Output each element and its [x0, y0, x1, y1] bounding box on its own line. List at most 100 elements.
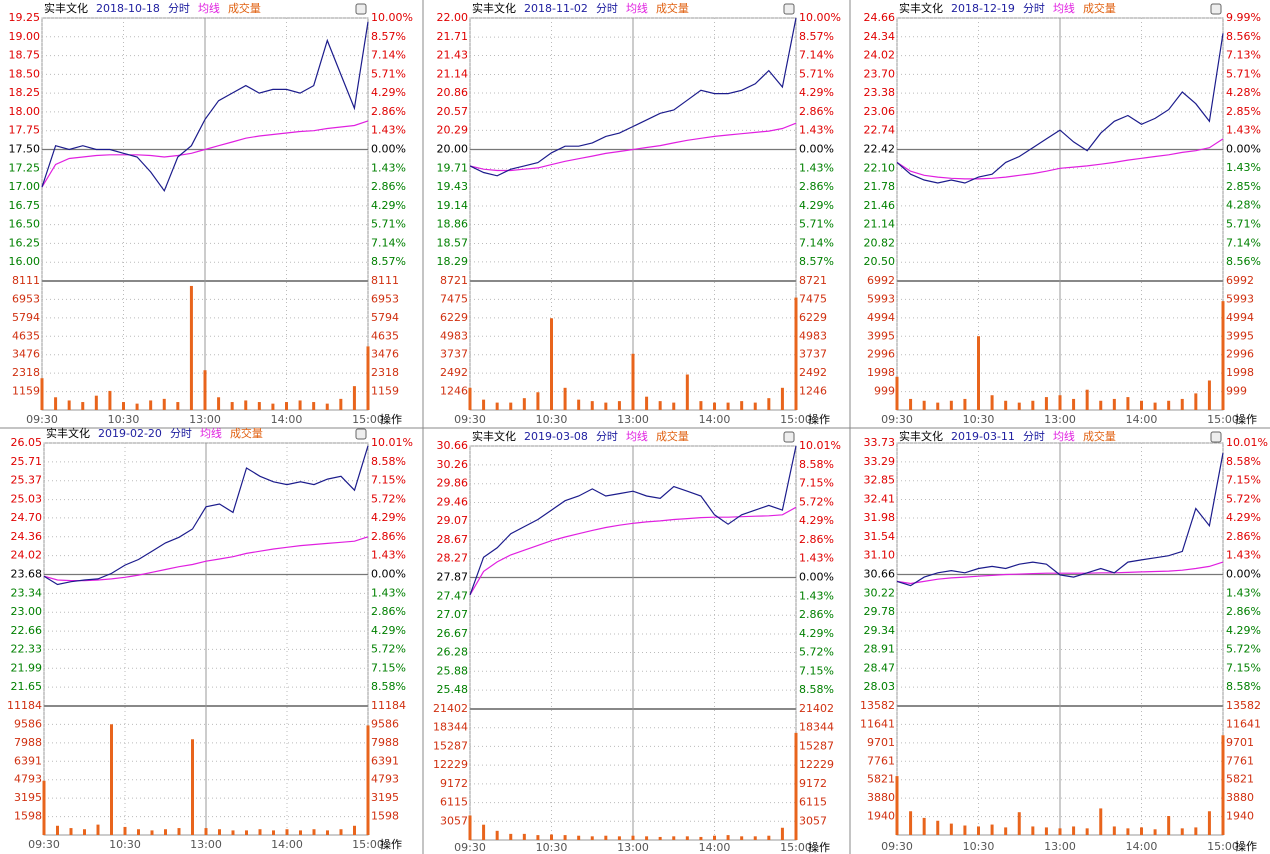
volume-bar [1126, 828, 1130, 835]
volume-bar [230, 402, 234, 410]
y2-tick-label: 5.72% [799, 646, 834, 659]
x-tick-label: 14:00 [271, 413, 303, 426]
volume-tick-label: 1246 [799, 385, 827, 398]
x-tick-label: 09:30 [26, 413, 58, 426]
volume-bar [726, 835, 730, 840]
y-tick-label: 16.25 [9, 236, 41, 249]
toggle-icon [1210, 3, 1222, 15]
volume-bar [164, 829, 167, 835]
x-tick-label: 13:00 [617, 841, 649, 854]
volume-bar [977, 336, 980, 410]
volume-bar [550, 318, 553, 410]
y2-tick-label: 8.58% [1226, 455, 1261, 468]
y2-tick-label: 2.86% [371, 530, 406, 543]
volume-tick-label: 4793 [371, 773, 399, 786]
y2-tick-label: 10.00% [371, 11, 413, 24]
chart-mode: 分时 [596, 430, 618, 443]
y-tick-label: 28.91 [864, 642, 896, 655]
volume-tick-label: 15287 [433, 739, 468, 752]
y2-tick-label: 2.86% [371, 180, 406, 193]
x-tick-label: 09:30 [454, 413, 486, 426]
y2-tick-label: 10.01% [371, 436, 413, 449]
volume-bar [81, 402, 85, 410]
volume-bar [1099, 400, 1103, 410]
volume-tick-label: 9172 [799, 777, 827, 790]
volume-bar [617, 401, 621, 410]
y2-tick-label: 5.71% [1226, 67, 1261, 80]
volume-bar [713, 402, 716, 410]
legend-entry: 成交量 [1083, 1, 1116, 15]
volume-bar [604, 835, 608, 840]
y-tick-label: 18.50 [9, 67, 41, 80]
volume-bar [108, 390, 112, 410]
volume-bar [285, 402, 288, 410]
y2-tick-label: 10.00% [799, 11, 841, 24]
x-tick-label: 10:30 [109, 838, 141, 851]
volume-tick-label: 1159 [371, 385, 399, 398]
volume-tick-label: 9586 [371, 717, 399, 730]
x-tick-label: 14:00 [1126, 840, 1158, 853]
volume-bar [577, 399, 581, 410]
y-tick-label: 28.47 [864, 661, 896, 674]
volume-bar [1058, 395, 1062, 410]
volume-tick-label: 2492 [440, 366, 468, 379]
y-tick-label: 23.00 [11, 605, 43, 618]
volume-tick-label: 3057 [440, 814, 468, 827]
volume-tick-label: 6953 [12, 292, 40, 305]
x-tick-label: 10:30 [536, 413, 568, 426]
y-tick-label: 27.87 [437, 571, 469, 584]
y-tick-label: 25.71 [11, 455, 43, 468]
average-line [896, 561, 1224, 585]
y-tick-label: 16.50 [9, 218, 41, 231]
y2-tick-label: 7.15% [799, 477, 834, 490]
y2-tick-label: 10.01% [799, 439, 841, 452]
toggle-icon [355, 428, 367, 440]
volume-tick-label: 6391 [14, 754, 42, 767]
action-label: 操作 [380, 412, 402, 426]
volume-bar [69, 828, 73, 835]
volume-bar [1180, 398, 1184, 410]
volume-bar [1180, 828, 1184, 835]
volume-bar [1126, 397, 1130, 410]
y2-tick-label: 0.00% [1226, 142, 1261, 155]
x-tick-label: 13:00 [190, 838, 222, 851]
volume-tick-label: 7988 [14, 736, 42, 749]
y2-tick-label: 8.58% [799, 458, 834, 471]
volume-tick-label: 8111 [371, 274, 399, 287]
volume-tick-label: 6229 [440, 311, 468, 324]
y2-tick-label: 2.86% [371, 105, 406, 118]
legend-entry: 成交量 [656, 1, 689, 15]
volume-bar [203, 370, 207, 410]
volume-bar [767, 398, 771, 410]
volume-tick-label: 1940 [1226, 810, 1254, 823]
y2-tick-label: 2.86% [1226, 530, 1261, 543]
volume-tick-label: 13582 [1226, 699, 1261, 712]
volume-tick-label: 3476 [371, 348, 399, 361]
chart-mode: 分时 [170, 427, 192, 440]
volume-bar [94, 395, 98, 410]
y2-tick-label: 8.57% [371, 255, 406, 268]
volume-bar [713, 835, 716, 840]
volume-tick-label: 1998 [867, 366, 895, 379]
volume-bar [122, 402, 125, 410]
y2-tick-label: 2.86% [799, 533, 834, 546]
volume-bar [1004, 827, 1008, 835]
volume-bar [740, 401, 744, 410]
x-tick-label: 15:00 [780, 841, 812, 854]
volume-tick-label: 1998 [1226, 366, 1254, 379]
volume-bar [1099, 808, 1103, 835]
volume-tick-label: 1598 [14, 810, 42, 823]
volume-bar [685, 374, 689, 410]
volume-bar [645, 836, 649, 840]
volume-bar [990, 395, 994, 410]
y2-tick-label: 4.29% [371, 511, 406, 524]
y2-tick-label: 8.58% [1226, 680, 1261, 693]
y-tick-label: 23.70 [864, 67, 896, 80]
volume-tick-label: 12229 [433, 758, 468, 771]
volume-bar [1153, 402, 1157, 410]
x-tick-label: 10:30 [108, 413, 140, 426]
y-tick-label: 19.25 [9, 11, 41, 24]
x-tick-label: 14:00 [1126, 413, 1158, 426]
volume-tick-label: 13582 [860, 699, 895, 712]
volume-bar [658, 836, 662, 840]
